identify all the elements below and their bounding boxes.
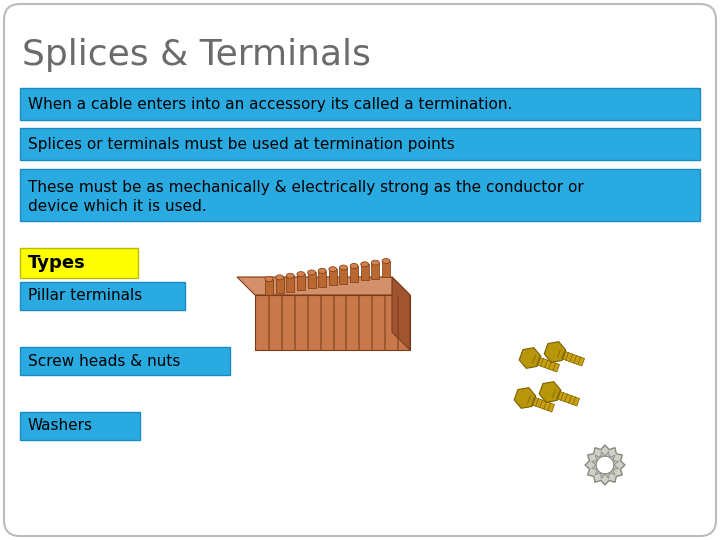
Polygon shape [307,295,309,350]
Ellipse shape [339,265,348,270]
Polygon shape [333,295,335,350]
Polygon shape [610,455,615,461]
Ellipse shape [382,259,390,264]
Polygon shape [372,295,373,350]
Text: Splices & Terminals: Splices & Terminals [22,38,371,72]
Polygon shape [554,348,585,366]
Polygon shape [350,266,358,282]
Polygon shape [339,267,348,284]
FancyBboxPatch shape [20,412,140,440]
Polygon shape [613,461,618,465]
Polygon shape [528,354,559,372]
Ellipse shape [265,276,273,281]
Polygon shape [539,382,561,402]
Text: device which it is used.: device which it is used. [28,199,207,214]
Polygon shape [382,261,390,277]
Polygon shape [591,465,597,469]
Polygon shape [320,295,322,350]
Circle shape [596,456,614,474]
Polygon shape [372,262,379,279]
FancyBboxPatch shape [20,347,230,375]
Text: Screw heads & nuts: Screw heads & nuts [28,354,181,368]
Text: Pillar terminals: Pillar terminals [28,288,143,303]
Ellipse shape [276,275,284,280]
Text: Types: Types [28,254,86,272]
Polygon shape [595,455,600,461]
FancyBboxPatch shape [20,248,138,278]
Polygon shape [514,388,536,408]
Polygon shape [384,295,386,350]
Polygon shape [600,473,605,478]
Polygon shape [544,342,566,362]
Ellipse shape [350,264,358,268]
Ellipse shape [307,270,315,275]
Text: Washers: Washers [28,418,93,434]
FancyBboxPatch shape [20,128,700,160]
Polygon shape [265,279,273,295]
Text: These must be as mechanically & electrically strong as the conductor or: These must be as mechanically & electric… [28,180,584,195]
FancyBboxPatch shape [4,4,716,536]
Polygon shape [610,469,615,475]
Polygon shape [392,277,410,350]
Polygon shape [613,465,618,469]
Ellipse shape [318,268,326,273]
Polygon shape [294,295,296,350]
Polygon shape [276,278,284,293]
Polygon shape [287,276,294,292]
Polygon shape [549,388,580,406]
Polygon shape [605,473,610,478]
Polygon shape [346,295,348,350]
Polygon shape [605,451,610,457]
Polygon shape [585,445,625,485]
Polygon shape [329,269,337,285]
Ellipse shape [372,260,379,265]
Text: Splices or terminals must be used at termination points: Splices or terminals must be used at ter… [28,137,455,152]
Polygon shape [361,264,369,280]
Ellipse shape [329,267,337,272]
Polygon shape [268,295,270,350]
FancyBboxPatch shape [20,88,700,120]
Polygon shape [359,295,360,350]
Polygon shape [318,271,326,287]
Polygon shape [255,295,410,350]
FancyBboxPatch shape [20,282,185,310]
Polygon shape [237,277,410,295]
Ellipse shape [361,262,369,267]
Text: When a cable enters into an accessory its called a termination.: When a cable enters into an accessory it… [28,97,513,111]
Polygon shape [519,348,541,368]
Polygon shape [281,295,283,350]
Ellipse shape [297,272,305,276]
Polygon shape [523,394,554,412]
Polygon shape [307,273,315,288]
Polygon shape [297,274,305,290]
Polygon shape [397,295,399,350]
Polygon shape [591,461,597,465]
Ellipse shape [287,273,294,278]
FancyBboxPatch shape [20,169,700,221]
Polygon shape [600,451,605,457]
Polygon shape [595,469,600,475]
